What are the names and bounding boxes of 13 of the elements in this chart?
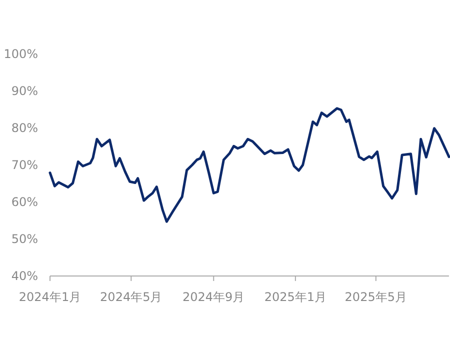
x-tick-label: 2025年5月: [344, 290, 407, 304]
y-tick-label: 50%: [11, 232, 38, 246]
y-tick-label: 70%: [11, 158, 38, 172]
x-tick-label: 2024年5月: [100, 290, 162, 304]
y-tick-label: 90%: [11, 84, 38, 98]
x-tick-label: 2024年1月: [18, 290, 82, 304]
line-series: [48, 107, 450, 223]
y-tick-label: 100%: [4, 47, 38, 61]
y-tick-label: 40%: [11, 269, 38, 283]
x-tick-label: 2024年9月: [182, 290, 245, 304]
y-tick-label: 80%: [11, 121, 38, 135]
y-tick-label: 60%: [11, 195, 38, 209]
x-tick-label: 2025年1月: [264, 290, 327, 304]
